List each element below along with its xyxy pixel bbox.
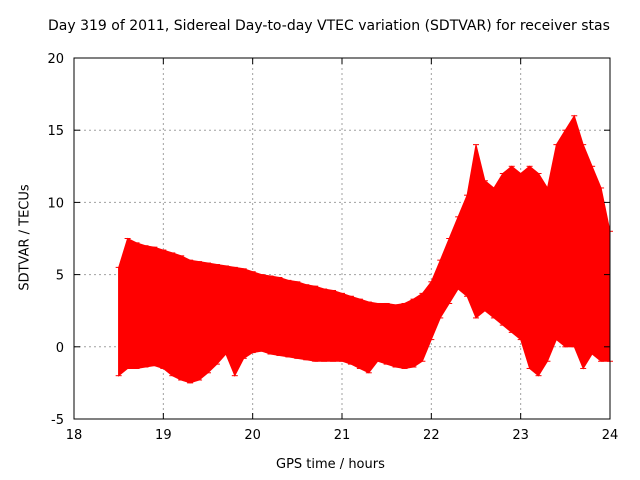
y-tick-label: -5	[51, 413, 64, 428]
y-tick-label: 10	[47, 196, 64, 211]
y-tick-label: 20	[47, 52, 64, 67]
x-tick-label: 20	[244, 428, 261, 443]
chart-title: Day 319 of 2011, Sidereal Day-to-day VTE…	[48, 18, 610, 34]
y-tick-label: 5	[56, 269, 64, 284]
x-tick-label: 22	[423, 428, 440, 443]
x-tick-label: 23	[512, 428, 529, 443]
y-tick-label: 0	[56, 341, 64, 356]
x-tick-label: 19	[155, 428, 172, 443]
data-series	[115, 114, 613, 384]
x-tick-label: 24	[602, 428, 619, 443]
series-envelope	[118, 114, 611, 384]
axis-ticks: 18 19 20 21 22 23 24 -5 0 5 10 15 20	[47, 52, 618, 443]
x-tick-label: 21	[334, 428, 351, 443]
x-axis-label: GPS time / hours	[276, 457, 385, 472]
x-tick-label: 18	[66, 428, 83, 443]
y-tick-label: 15	[47, 124, 64, 139]
